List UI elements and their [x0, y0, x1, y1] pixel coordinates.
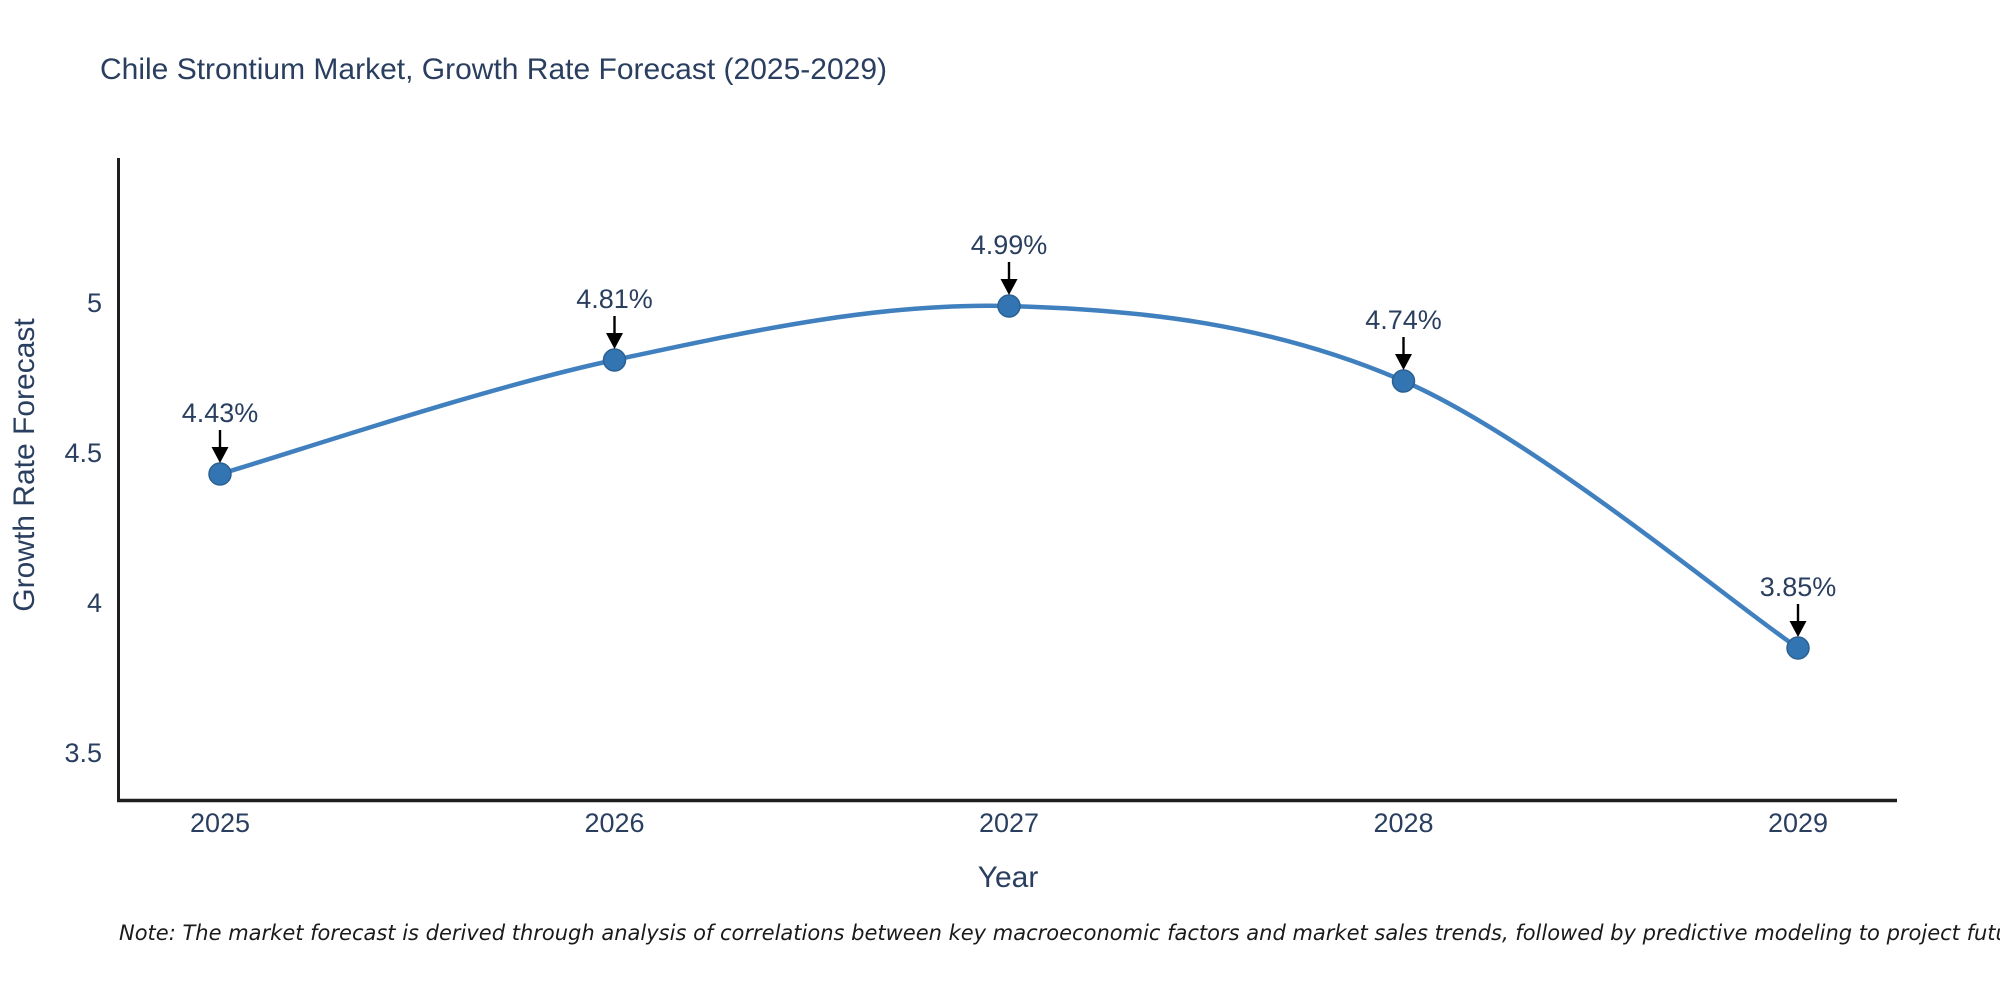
data-point-marker[interactable] — [1786, 636, 1810, 660]
data-point-marker[interactable] — [208, 462, 232, 486]
annotation-label: 3.85% — [1760, 572, 1837, 602]
y-axis-title: Growth Rate Forecast — [8, 318, 41, 612]
data-point-marker[interactable] — [1391, 369, 1416, 393]
y-tick-label: 5 — [87, 288, 102, 318]
x-axis-tick-labels: 2025 2026 2027 2028 2029 — [190, 808, 1828, 838]
x-tick-label: 2027 — [979, 808, 1039, 838]
point-annotations: 4.43% 4.81% 4.99% 4.74% 3.85% — [182, 230, 1837, 637]
data-point-marker[interactable] — [602, 348, 627, 372]
y-tick-label: 4.5 — [64, 438, 102, 468]
annotation-arrowhead — [1789, 621, 1807, 637]
annotation-arrowhead — [606, 333, 623, 349]
annotation-arrowhead — [1395, 354, 1412, 370]
x-axis-title: Year — [978, 861, 1039, 894]
y-axis-tick-labels: 3.5 4 4.5 5 — [64, 288, 102, 768]
y-tick-label: 3.5 — [64, 738, 102, 768]
x-tick-label: 2025 — [190, 808, 250, 838]
annotation-label: 4.74% — [1365, 305, 1442, 335]
x-tick-label: 2028 — [1373, 808, 1433, 838]
annotation-arrowhead — [211, 447, 229, 463]
data-point-marker[interactable] — [997, 294, 1021, 318]
chart-title: Chile Strontium Market, Growth Rate Fore… — [100, 53, 887, 86]
annotation-label: 4.99% — [971, 230, 1048, 260]
annotation-label: 4.43% — [182, 398, 259, 428]
x-tick-label: 2029 — [1768, 808, 1828, 838]
forecast-spline-line — [217, 303, 1801, 651]
footnote: Note: The market forecast is derived thr… — [119, 921, 2000, 945]
x-tick-label: 2026 — [584, 808, 644, 838]
y-tick-label: 4 — [87, 588, 102, 618]
annotation-arrowhead — [1000, 279, 1018, 295]
annotation-label: 4.81% — [576, 284, 653, 314]
